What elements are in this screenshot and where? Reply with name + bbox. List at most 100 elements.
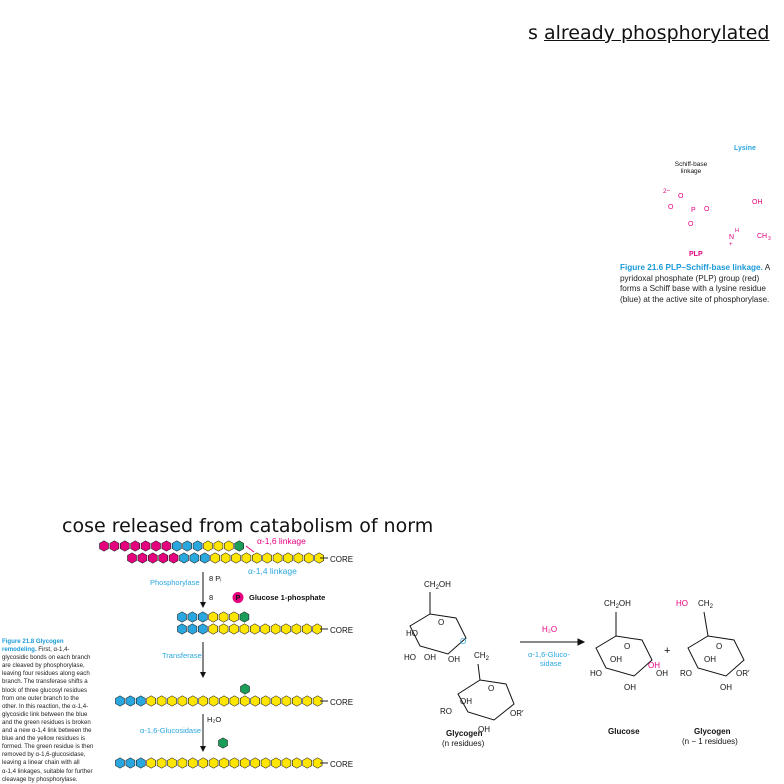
phosphorylase-label: Phosphorylase — [150, 578, 200, 587]
glucose-residue — [189, 552, 200, 564]
pi-in-label: 8 Pᵢ — [209, 574, 221, 583]
glucose-residue — [179, 552, 189, 564]
glucose-residue — [140, 540, 151, 552]
remodel-caption: Figure 21.8 Glycogen remodeling. First, … — [2, 638, 94, 784]
schiff-label-2: linkage — [681, 168, 702, 175]
glucose-residue — [177, 757, 188, 769]
glucose-residue — [137, 552, 148, 564]
glycogen-remodeling-figure: α-1,6 linkage α-1,4 linkage CORE CORE CO… — [99, 536, 353, 769]
glucose-residue — [283, 552, 293, 564]
glucose-residue — [109, 540, 120, 552]
hydrolysis-h2o: H₂O — [542, 625, 557, 634]
glucose-residue — [260, 757, 271, 769]
glucose-residue — [240, 757, 250, 769]
glucose-residue — [167, 757, 177, 769]
glucose-residue — [146, 757, 156, 769]
glucose-residue — [115, 757, 125, 769]
h2o-label: H₂O — [207, 715, 221, 724]
svg-text:OH: OH — [610, 655, 622, 664]
svg-text:OH: OH — [648, 661, 660, 670]
svg-text:O: O — [668, 204, 674, 211]
glucose-residue — [119, 540, 130, 552]
glucose-residue — [239, 623, 250, 635]
svg-text:P: P — [691, 207, 696, 214]
svg-text:RO: RO — [440, 707, 452, 716]
glucose-label: Glucose — [608, 727, 640, 736]
svg-text:CH: CH — [757, 233, 767, 240]
svg-text:RO: RO — [680, 669, 692, 678]
glucose-residue — [292, 757, 302, 769]
glucose-residue — [229, 757, 240, 769]
glucose-residue — [208, 757, 219, 769]
svg-text:N: N — [729, 234, 734, 241]
glucose-residue — [304, 552, 314, 564]
hydrolysis-reaction-figure: CH2OH O HO OH HO OH CH2 O OH RO OR′ OH C… — [404, 580, 750, 748]
glucose-residue — [156, 695, 167, 707]
svg-text:OH: OH — [752, 199, 763, 206]
core-label-1: CORE — [330, 555, 353, 564]
plp-caption-title: Figure 21.6 PLP–Schiff-base linkage. — [620, 263, 763, 272]
glucosidase-label: α-1,6-Glucosidase — [140, 726, 201, 735]
svg-text:OR′: OR′ — [510, 709, 524, 718]
glucose-residue — [250, 757, 260, 769]
svg-text:HO: HO — [404, 653, 416, 662]
glucose-residue — [177, 695, 188, 707]
glucose-residue — [218, 611, 229, 623]
glucose-residue — [234, 540, 244, 552]
svg-text:HO: HO — [590, 669, 602, 678]
glucose-residue — [156, 757, 167, 769]
glucose-residue — [218, 623, 229, 635]
glucose-residue — [115, 695, 125, 707]
glucose-residue — [130, 540, 141, 552]
glucose-residue — [270, 623, 281, 635]
plp-label: PLP — [689, 251, 703, 258]
glucose-residue — [192, 540, 203, 552]
glucose-residue — [172, 540, 182, 552]
core-label-4: CORE — [330, 760, 353, 769]
svg-text:OH: OH — [720, 683, 732, 692]
glucose-residue — [250, 623, 260, 635]
glucose-residue — [177, 611, 187, 623]
phosphate-circle — [232, 592, 244, 603]
glucose-residue — [262, 552, 272, 564]
glucose-residue — [177, 623, 187, 635]
glucose-residue — [312, 623, 322, 635]
glucose-residue — [125, 695, 136, 707]
glucose-residue — [135, 757, 146, 769]
svg-text:O: O — [716, 642, 722, 651]
plp-caption-body: A pyridoxal phosphate (PLP) group (red) … — [620, 263, 770, 304]
glucose-residue — [188, 757, 198, 769]
glucose-residue — [198, 611, 208, 623]
svg-text:O: O — [678, 193, 684, 200]
glucose-residue — [240, 683, 250, 695]
glucose-residue — [250, 695, 260, 707]
glucose-residue — [293, 552, 304, 564]
glucose-residue — [208, 623, 218, 635]
glucose-residue — [239, 611, 250, 623]
svg-text:+: + — [729, 242, 733, 248]
core-label-2: CORE — [330, 626, 353, 635]
hydrolysis-enzyme-1: α-1,6-Gluco- — [528, 650, 570, 659]
glucose-residue — [312, 695, 323, 707]
glucose-residue — [187, 623, 198, 635]
svg-text:O: O — [460, 637, 466, 646]
glycogen-n1-residues: (n − 1 residues) — [682, 737, 738, 746]
svg-text:OH: OH — [624, 683, 636, 692]
alpha14-label: α-1,4 linkage — [248, 566, 297, 576]
glucose-residue — [203, 540, 213, 552]
glucose-residue — [241, 552, 252, 564]
plp-charge: 2− — [663, 188, 671, 195]
svg-text:O: O — [488, 684, 494, 693]
glucose-residue — [161, 540, 172, 552]
svg-text:OR′: OR′ — [736, 669, 750, 678]
glucose-residue — [240, 695, 250, 707]
mid-snippet: cose released from catabolism of norm — [62, 515, 434, 537]
svg-text:OH: OH — [704, 655, 716, 664]
glucose-residue — [125, 757, 136, 769]
glucose-residue — [252, 552, 262, 564]
glucose-residue — [135, 695, 146, 707]
glucose-residue — [229, 695, 240, 707]
svg-text:3: 3 — [768, 236, 771, 242]
glucose-residue — [210, 552, 220, 564]
svg-text:OH: OH — [460, 697, 472, 706]
